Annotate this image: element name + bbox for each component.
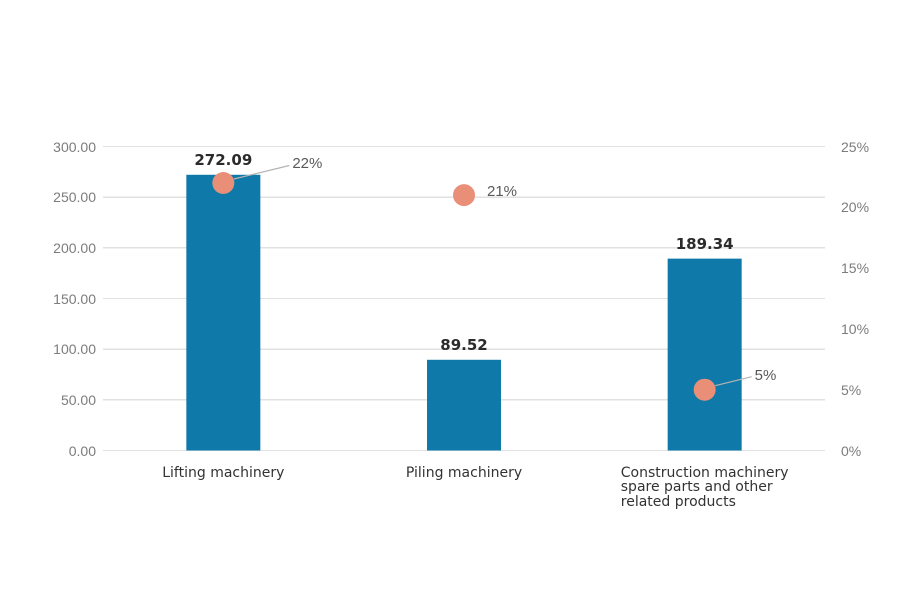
percent-dot [453, 184, 475, 207]
leader-line [715, 376, 752, 387]
percent-dot [693, 378, 716, 401]
percent-dot [212, 171, 235, 194]
bar [427, 359, 501, 451]
bar [186, 174, 261, 451]
bar [667, 258, 742, 451]
leader-line [233, 164, 290, 180]
